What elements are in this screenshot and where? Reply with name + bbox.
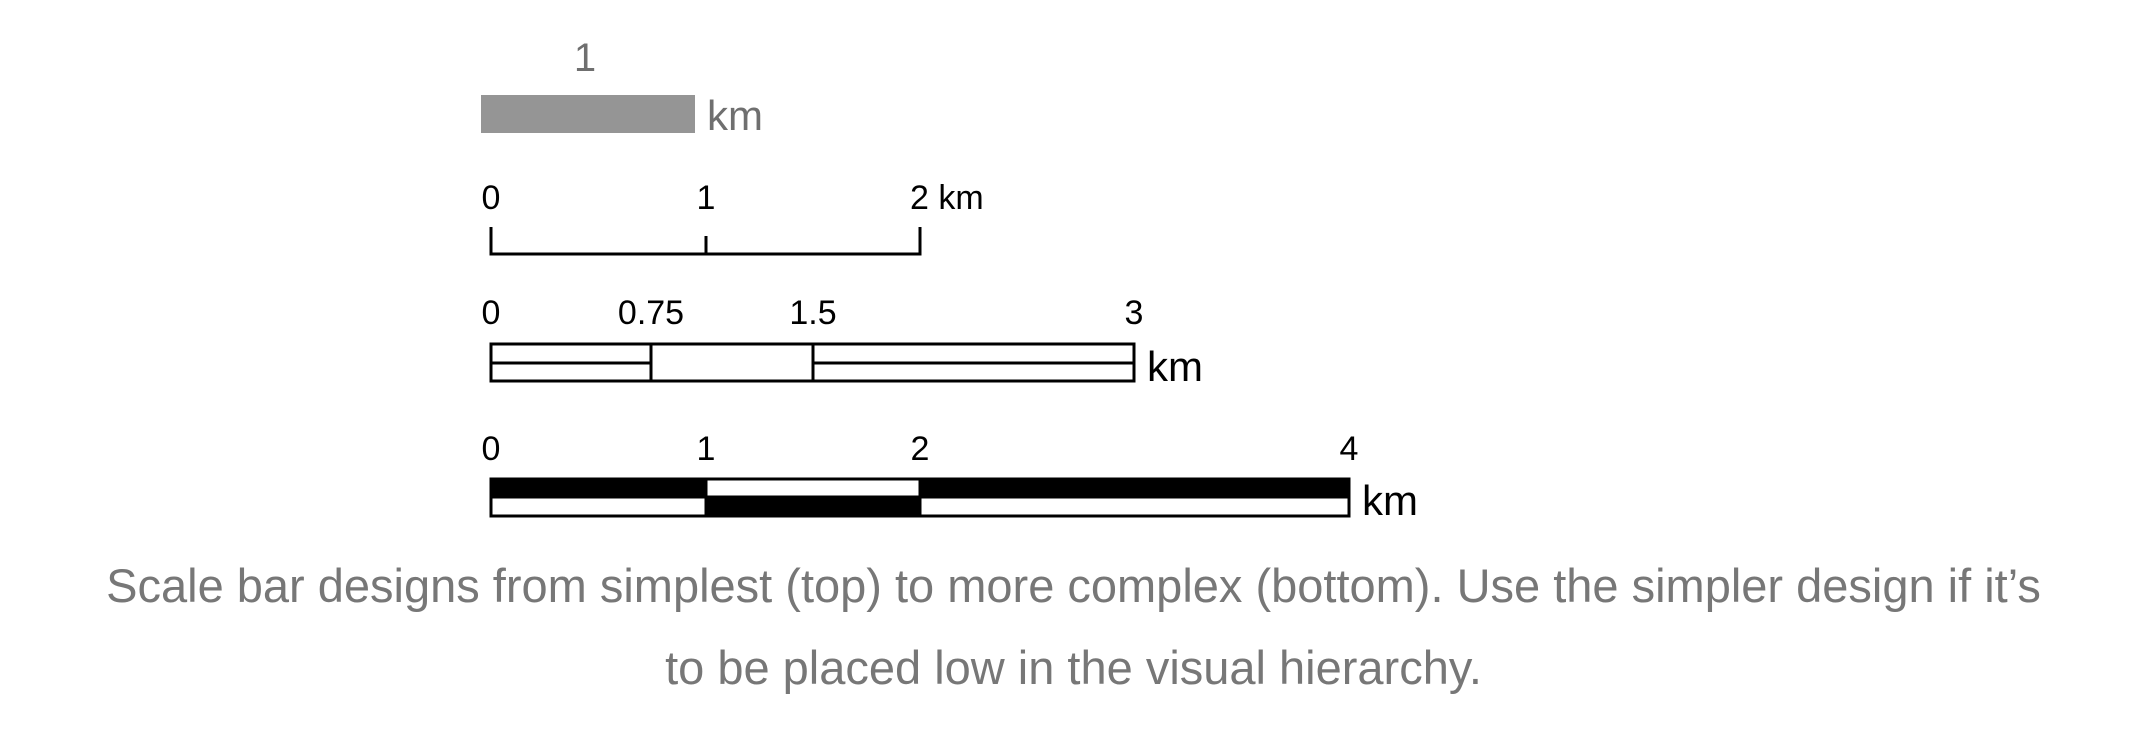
line-tick-label-1: 1	[697, 179, 716, 217]
checkered-bar-unit: km	[1362, 477, 1418, 524]
figure-caption: Scale bar designs from simplest (top) to…	[0, 545, 2147, 709]
outline-bar-unit: km	[1147, 343, 1203, 390]
caption-line-2: to be placed low in the visual hierarchy…	[665, 641, 1482, 694]
outline-tick-label-0: 0	[482, 294, 501, 332]
checkered-tick-label-1: 1	[697, 430, 716, 468]
checkered-segment-bottom-2	[706, 497, 920, 516]
checkered-segment-top-3	[920, 479, 1349, 497]
checkered-segment-top-1	[491, 479, 706, 497]
scale-bar-figure: 1 km 0 1 2 km 0 0.75 1.5 3 km 0 1 2 4 k	[481, 36, 1418, 524]
scale-bar-line-ticks: 0 1 2 km	[482, 179, 984, 256]
scale-bar-simple: 1 km	[481, 36, 763, 139]
outline-tick-label-2: 1.5	[789, 294, 836, 332]
scale-bar-checkered: 0 1 2 4 km	[482, 430, 1418, 524]
outline-tick-label-1: 0.75	[618, 294, 684, 332]
scale-bar-double-outline: 0 0.75 1.5 3 km	[482, 294, 1203, 390]
checkered-tick-label-3: 4	[1340, 430, 1359, 468]
simple-bar-fill	[481, 95, 695, 133]
checkered-tick-label-2: 2	[911, 430, 930, 468]
simple-bar-unit: km	[707, 92, 763, 139]
checkered-tick-label-0: 0	[482, 430, 501, 468]
line-tick-label-0: 0	[482, 179, 501, 217]
line-tick-label-2: 2 km	[910, 179, 984, 217]
caption-line-1: Scale bar designs from simplest (top) to…	[106, 559, 2041, 612]
simple-bar-label: 1	[574, 36, 596, 80]
outline-tick-label-3: 3	[1125, 294, 1144, 332]
